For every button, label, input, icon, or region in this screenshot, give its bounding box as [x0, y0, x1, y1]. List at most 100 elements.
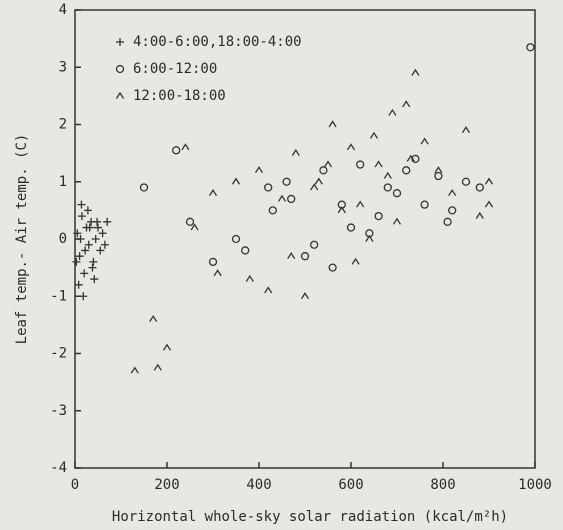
scatter-point	[337, 206, 346, 214]
scatter-point	[282, 177, 291, 186]
scatter-point	[185, 217, 195, 226]
scatter-point	[392, 217, 402, 225]
scatter-point	[231, 177, 241, 185]
scatter-point	[287, 251, 296, 260]
scatter-point	[461, 177, 471, 186]
scatter-point	[406, 154, 415, 162]
legend-marker	[115, 91, 125, 99]
scatter-point	[374, 160, 383, 168]
scatter-point	[103, 217, 112, 226]
scatter-point	[365, 234, 374, 242]
y-tick-label: 1	[59, 174, 67, 190]
scatter-point	[448, 206, 457, 215]
scatter-point	[75, 252, 84, 261]
scatter-point	[388, 108, 397, 116]
scatter-point	[420, 200, 429, 209]
scatter-point	[323, 160, 333, 168]
scatter-point	[98, 229, 107, 238]
scatter-point	[76, 235, 85, 243]
y-tick-label: 3	[59, 59, 67, 75]
scatter-point	[139, 183, 149, 192]
scatter-point	[346, 143, 356, 151]
scatter-point	[72, 257, 81, 266]
scatter-point	[526, 43, 535, 52]
scatter-point	[79, 292, 88, 301]
legend-marker	[116, 38, 124, 46]
scatter-point	[484, 200, 494, 208]
scatter-point	[83, 206, 92, 215]
scatter-point	[443, 217, 452, 226]
scatter-point	[96, 246, 105, 255]
legend-label: 4:00-6:00,18:00-4:00	[133, 34, 302, 50]
scatter-point	[310, 240, 319, 249]
scatter-point	[369, 131, 379, 139]
scatter-point	[241, 246, 250, 255]
scatter-point	[434, 166, 443, 174]
scatter-point	[80, 269, 89, 278]
scatter-point	[91, 235, 100, 243]
scatter-point	[328, 120, 337, 128]
y-tick-label: -3	[50, 403, 67, 419]
legend-label: 6:00-12:00	[133, 61, 217, 77]
x-tick-label: 800	[430, 477, 455, 493]
scatter-point	[268, 206, 277, 215]
scatter-point	[81, 246, 90, 255]
scatter-point	[448, 188, 457, 197]
scatter-point	[85, 223, 94, 232]
scatter-point	[245, 274, 254, 282]
scatter-point	[149, 314, 158, 322]
scatter-point	[402, 166, 411, 175]
scatter-point	[90, 275, 99, 284]
scatter-point	[420, 137, 429, 145]
scatter-point	[434, 171, 443, 181]
scatter-point	[461, 126, 471, 134]
scatter-point	[93, 217, 102, 226]
scatter-point	[356, 160, 365, 169]
scatter-point	[351, 257, 360, 265]
scatter-point	[484, 177, 494, 185]
scatter-point	[356, 200, 365, 208]
scatter-point	[475, 183, 484, 192]
scatter-point	[77, 212, 86, 221]
scatter-point	[88, 263, 97, 272]
scatter-point	[291, 148, 300, 156]
scatter-point	[411, 68, 420, 76]
scatter-point	[162, 343, 172, 351]
scatter-point	[100, 240, 109, 249]
y-axis-label: Leaf temp.- Air temp. (C)	[14, 134, 30, 345]
x-tick-label: 0	[71, 477, 79, 493]
y-tick-label: 0	[59, 231, 67, 247]
scatter-point	[213, 269, 222, 277]
y-tick-label: 4	[59, 2, 67, 18]
scatter-point	[89, 257, 98, 266]
y-tick-label: 2	[59, 117, 67, 133]
scatter-point	[254, 166, 264, 174]
x-tick-label: 400	[246, 477, 271, 493]
x-axis-label: Horizontal whole-sky solar radiation (kc…	[112, 509, 508, 525]
scatter-point	[392, 189, 402, 198]
plot-frame	[74, 9, 536, 469]
y-tick-label: -1	[50, 288, 67, 304]
scatter-point	[73, 229, 82, 238]
scatter-point	[94, 223, 102, 232]
scatter-point	[475, 211, 484, 219]
scatter-point	[300, 252, 310, 261]
scatter-point	[374, 211, 383, 221]
scatter-point	[208, 257, 218, 267]
scatter-point	[277, 194, 287, 202]
scatter-point	[287, 194, 296, 204]
scatter-point	[153, 363, 162, 371]
scatter-point	[346, 223, 356, 232]
x-tick-label: 1000	[518, 477, 552, 493]
scatter-point	[84, 240, 93, 249]
y-tick-label: -2	[50, 346, 67, 362]
scatter-point	[411, 154, 420, 164]
scatter-point	[181, 143, 190, 151]
scatter-point	[172, 146, 181, 155]
scatter-point	[383, 171, 392, 179]
scatter-point	[77, 200, 86, 209]
scatter-point	[130, 366, 139, 374]
scatter-point	[300, 292, 310, 300]
scatter-point	[190, 223, 199, 231]
